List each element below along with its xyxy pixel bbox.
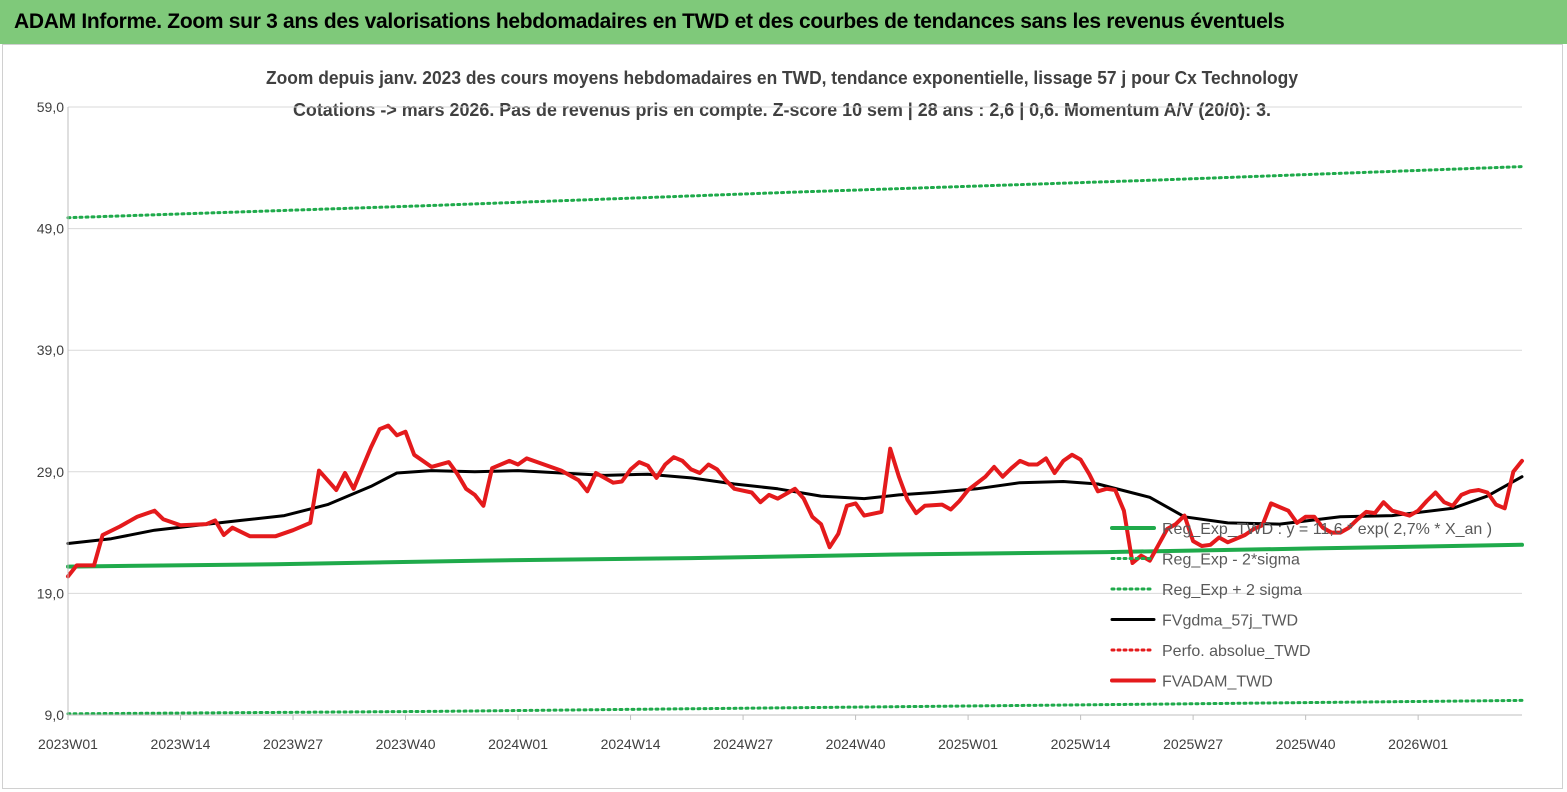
report-banner: ADAM Informe. Zoom sur 3 ans des valoris…: [0, 0, 1567, 44]
x-tick-label: 2025W27: [1163, 736, 1223, 752]
x-tick-label: 2025W01: [938, 736, 998, 752]
y-tick-label: 39,0: [37, 342, 64, 358]
x-tick-label: 2023W40: [376, 736, 436, 752]
series-line-5: [66, 423, 1524, 579]
y-tick-label: 29,0: [37, 464, 64, 480]
legend-label-1: Reg_Exp - 2*sigma: [1162, 552, 1300, 569]
x-tick-label: 2023W27: [263, 736, 323, 752]
legend-label-2: Reg_Exp + 2 sigma: [1162, 582, 1302, 599]
report-title: ADAM Informe. Zoom sur 3 ans des valoris…: [14, 10, 1285, 33]
x-tick-label: 2023W01: [38, 736, 98, 752]
chart-subtitle: Cotations -> mars 2026. Pas de revenus p…: [293, 100, 1271, 120]
y-tick-label: 19,0: [37, 585, 64, 601]
legend-label-3: FVgdma_57j_TWD: [1162, 613, 1298, 630]
x-tick-label: 2025W14: [1051, 736, 1111, 752]
chart-title: Zoom depuis janv. 2023 des cours moyens …: [266, 68, 1298, 88]
x-tick-label: 2024W27: [713, 736, 773, 752]
series-line-2: [66, 165, 1524, 220]
series-line-1: [66, 698, 1524, 716]
legend-label-5: FVADAM_TWD: [1162, 674, 1273, 691]
series-line-0: [66, 542, 1524, 569]
x-tick-label: 2024W14: [601, 736, 661, 752]
legend-label-4: Perfo. absolue_TWD: [1162, 643, 1311, 660]
x-tick-label: 2026W01: [1388, 736, 1448, 752]
y-tick-label: 9,0: [45, 707, 65, 723]
y-tick-label: 59,0: [37, 99, 64, 115]
x-tick-label: 2025W40: [1276, 736, 1336, 752]
x-tick-label: 2024W40: [826, 736, 886, 752]
x-tick-label: 2024W01: [488, 736, 548, 752]
x-tick-label: 2023W14: [151, 736, 211, 752]
legend-label-0: Reg_Exp_TWD : y = 11,6 * exp( 2,7% * X_a…: [1162, 521, 1492, 538]
chart-frame: [2, 44, 1563, 789]
y-tick-label: 49,0: [37, 221, 64, 237]
